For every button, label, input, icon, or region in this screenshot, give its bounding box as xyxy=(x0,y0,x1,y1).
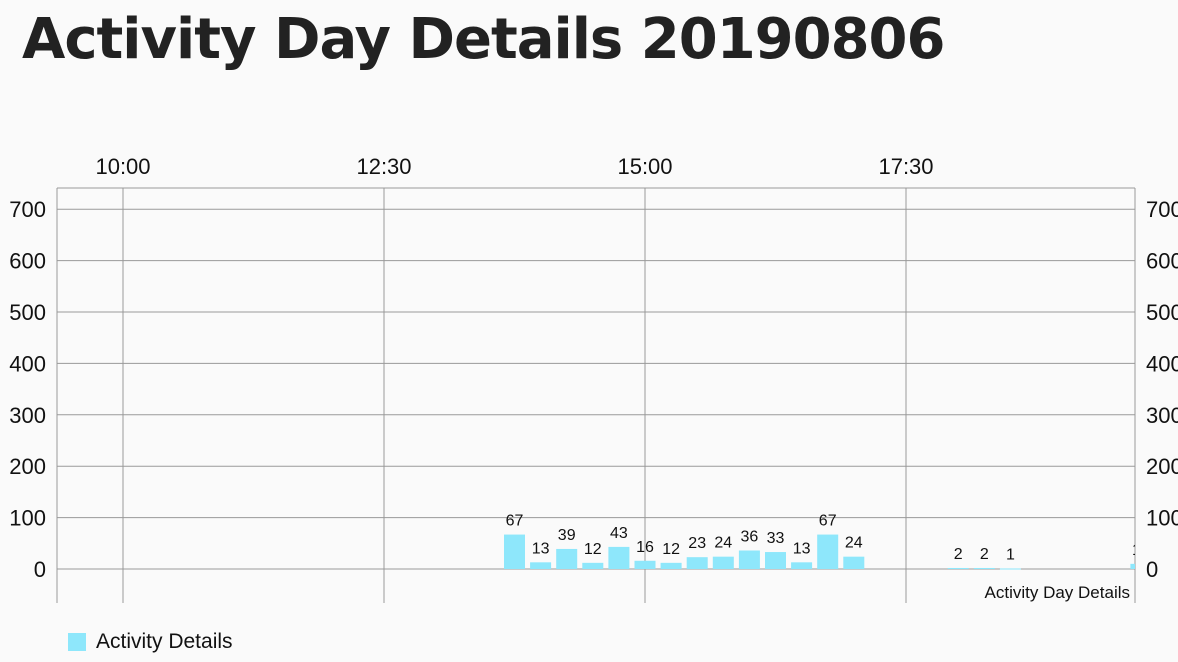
y-tick-label-right: 100 xyxy=(1146,506,1178,531)
y-tick-label-left: 500 xyxy=(9,300,46,325)
bar-value-label: 13 xyxy=(532,540,550,557)
y-tick-label-left: 300 xyxy=(9,403,46,428)
bar-value-label: 16 xyxy=(636,539,654,556)
y-tick-label-right: 0 xyxy=(1146,557,1158,582)
bar xyxy=(765,552,786,569)
bar-value-label: 10 xyxy=(1132,542,1150,559)
bar xyxy=(999,568,1021,570)
y-tick-label-left: 100 xyxy=(9,506,46,531)
legend-label: Activity Details xyxy=(96,630,233,653)
bar xyxy=(582,562,604,569)
y-tick-label-right: 500 xyxy=(1146,300,1178,325)
bar xyxy=(686,557,708,569)
chart-legend: Activity Details xyxy=(68,630,233,654)
bar-value-label: 67 xyxy=(819,513,837,530)
y-tick-label-right: 200 xyxy=(1146,454,1178,479)
x-tick-label: 15:00 xyxy=(617,154,672,179)
bar xyxy=(608,546,630,569)
bar-value-label: 33 xyxy=(767,530,785,547)
bar xyxy=(791,562,813,569)
x-tick-label: 17:30 xyxy=(878,154,933,179)
bar xyxy=(712,556,734,569)
y-tick-label-right: 600 xyxy=(1146,249,1178,274)
y-tick-label-right: 300 xyxy=(1146,403,1178,428)
bar xyxy=(817,534,839,569)
chart-description: Activity Day Details xyxy=(985,583,1130,602)
y-tick-label-left: 400 xyxy=(9,351,46,376)
y-tick-label-left: 700 xyxy=(9,197,46,222)
x-tick-label: 10:00 xyxy=(95,154,150,179)
bar-value-label: 2 xyxy=(954,546,963,563)
bar-value-label: 67 xyxy=(506,513,524,530)
bar xyxy=(530,562,552,569)
bar-value-label: 23 xyxy=(1158,535,1176,552)
bar xyxy=(660,562,682,569)
bar-value-label: 12 xyxy=(662,541,680,558)
bar-value-label: 13 xyxy=(793,540,811,557)
bar xyxy=(556,548,578,569)
y-tick-label-left: 0 xyxy=(34,557,46,582)
bar xyxy=(1130,563,1135,569)
bar xyxy=(843,556,865,569)
y-tick-label-left: 600 xyxy=(9,249,46,274)
bar-value-label: 2 xyxy=(980,546,989,563)
bar xyxy=(1157,557,1178,569)
bar-value-label: 23 xyxy=(688,535,706,552)
x-tick-label: 12:30 xyxy=(356,154,411,179)
bar-value-label: 12 xyxy=(584,541,602,558)
bar-value-label: 36 xyxy=(741,528,759,545)
bar xyxy=(504,534,525,569)
bar xyxy=(738,550,760,569)
y-tick-label-left: 200 xyxy=(9,454,46,479)
legend-swatch xyxy=(68,633,86,651)
bar xyxy=(947,567,969,569)
page-title: Activity Day Details 20190806 xyxy=(22,7,945,72)
bar-value-label: 43 xyxy=(610,525,628,542)
bar-value-label: 39 xyxy=(558,527,576,544)
bar xyxy=(973,567,995,569)
y-tick-label-right: 400 xyxy=(1146,351,1178,376)
y-tick-label-right: 700 xyxy=(1146,197,1178,222)
bar-value-label: 24 xyxy=(845,535,863,552)
chart-bars xyxy=(504,534,1178,570)
bar-value-label: 24 xyxy=(714,535,732,552)
bar-value-label: 1 xyxy=(1006,546,1015,563)
bar xyxy=(634,560,656,569)
